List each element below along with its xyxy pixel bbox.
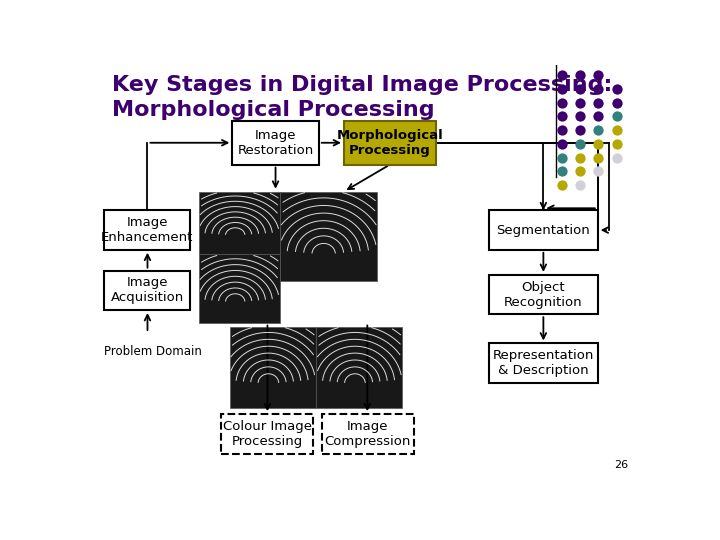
Point — [556, 71, 567, 79]
Point — [611, 139, 623, 148]
Point — [593, 85, 604, 93]
Point — [574, 139, 585, 148]
Point — [593, 126, 604, 134]
Point — [611, 98, 623, 107]
Point — [574, 181, 585, 190]
Point — [611, 85, 623, 93]
Point — [593, 112, 604, 120]
Text: 26: 26 — [614, 460, 629, 470]
Point — [593, 98, 604, 107]
Point — [574, 153, 585, 162]
FancyBboxPatch shape — [489, 343, 598, 383]
Point — [611, 126, 623, 134]
Bar — [199, 192, 279, 254]
Point — [556, 112, 567, 120]
Point — [611, 153, 623, 162]
FancyBboxPatch shape — [489, 210, 598, 250]
FancyBboxPatch shape — [221, 414, 313, 454]
Text: Image
Compression: Image Compression — [325, 420, 411, 448]
Point — [556, 98, 567, 107]
Point — [574, 98, 585, 107]
FancyBboxPatch shape — [233, 121, 319, 165]
Text: Segmentation: Segmentation — [497, 224, 590, 237]
Text: Colour Image
Processing: Colour Image Processing — [222, 420, 312, 448]
Text: Key Stages in Digital Image Processing:
Morphological Processing: Key Stages in Digital Image Processing: … — [112, 75, 613, 120]
FancyBboxPatch shape — [344, 121, 436, 165]
Point — [574, 126, 585, 134]
Point — [556, 167, 567, 176]
Point — [574, 71, 585, 79]
Point — [593, 153, 604, 162]
Text: Image
Enhancement: Image Enhancement — [101, 216, 194, 244]
Text: Problem Domain: Problem Domain — [104, 345, 202, 358]
Point — [574, 167, 585, 176]
Point — [556, 85, 567, 93]
Point — [593, 71, 604, 79]
Bar — [199, 254, 279, 322]
FancyBboxPatch shape — [489, 275, 598, 314]
Point — [556, 153, 567, 162]
Text: Image
Restoration: Image Restoration — [238, 129, 314, 157]
FancyBboxPatch shape — [104, 210, 190, 250]
Point — [574, 85, 585, 93]
Bar — [316, 327, 402, 408]
Point — [593, 139, 604, 148]
Point — [556, 181, 567, 190]
Point — [593, 167, 604, 176]
FancyBboxPatch shape — [104, 271, 190, 310]
Bar — [280, 192, 377, 281]
Point — [611, 112, 623, 120]
Text: Representation
& Description: Representation & Description — [492, 349, 594, 377]
Bar — [230, 327, 316, 408]
FancyBboxPatch shape — [322, 414, 413, 454]
Point — [574, 112, 585, 120]
Text: Object
Recognition: Object Recognition — [504, 280, 582, 308]
Point — [556, 126, 567, 134]
Text: Image
Acquisition: Image Acquisition — [111, 276, 184, 305]
Text: Morphological
Processing: Morphological Processing — [336, 129, 444, 157]
Point — [556, 139, 567, 148]
